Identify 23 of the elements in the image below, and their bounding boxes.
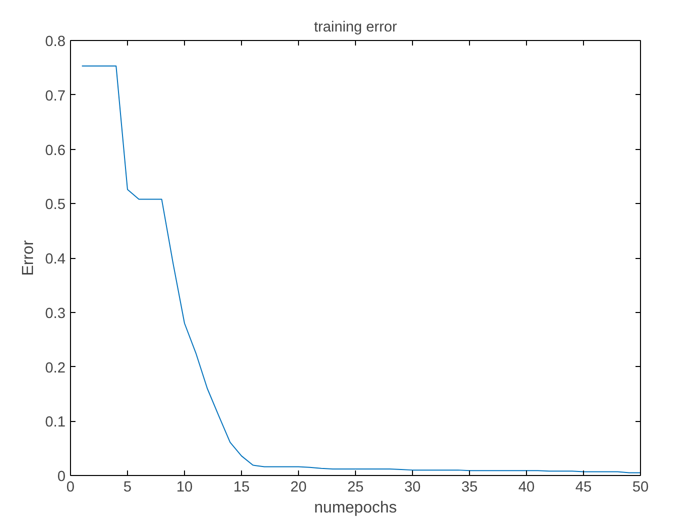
- x-tick-label: 50: [632, 480, 649, 496]
- y-tick-label: 0.3: [45, 306, 66, 322]
- y-tick-label: 0.8: [45, 34, 66, 50]
- x-tick-label: 5: [123, 480, 132, 496]
- x-tick-label: 40: [518, 480, 535, 496]
- y-tick-label: 0: [57, 469, 66, 485]
- y-tick-label: 0.6: [45, 142, 66, 159]
- y-tick-label: 0.4: [45, 252, 66, 268]
- y-axis-title: Error: [20, 240, 38, 276]
- y-tick-label: 0.7: [45, 88, 66, 104]
- x-tick-label: 20: [290, 480, 307, 496]
- line-series: [81, 66, 640, 474]
- x-tick-label: 35: [461, 480, 478, 496]
- y-tick-label: 0.2: [45, 360, 66, 376]
- x-tick-label: 30: [404, 480, 421, 496]
- chart-title: training error: [314, 20, 398, 36]
- x-tick-label: 45: [575, 480, 592, 496]
- x-tick-label: 25: [347, 480, 364, 496]
- y-tick-label: 0.5: [45, 197, 66, 214]
- x-axis-title: numepochs: [314, 500, 397, 516]
- x-tick-label: 10: [176, 480, 193, 496]
- x-tick-label: 15: [233, 480, 250, 496]
- y-tick-label: 0.1: [45, 414, 66, 431]
